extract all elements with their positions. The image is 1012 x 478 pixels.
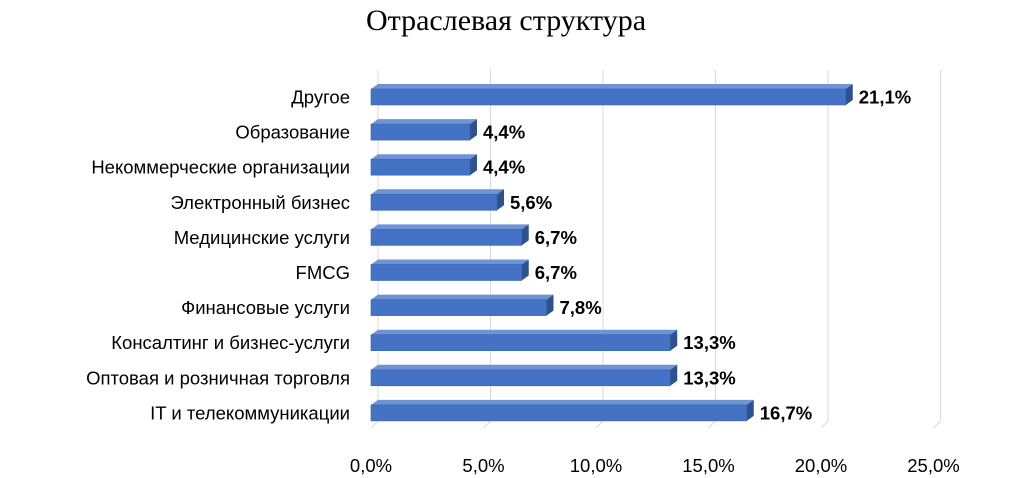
bar-top	[371, 189, 504, 195]
category-label: Финансовые услуги	[181, 297, 350, 318]
data-label: 21,1%	[859, 87, 911, 108]
gridline-floor	[933, 420, 941, 429]
category-label: IT и телекоммуникации	[150, 402, 350, 423]
gridline-floor	[595, 420, 604, 429]
x-tick-label: 15,0%	[682, 455, 734, 476]
x-tick-label: 20,0%	[795, 455, 847, 476]
bar-side	[521, 259, 529, 281]
bar-top	[371, 364, 678, 370]
category-label: Медицинские услуги	[174, 227, 350, 248]
x-tick-label: 5,0%	[462, 455, 504, 476]
bar	[370, 194, 498, 211]
bar	[370, 264, 523, 281]
x-tick-label: 0,0%	[350, 455, 392, 476]
data-label: 13,3%	[683, 332, 735, 353]
gridline-floor	[370, 420, 379, 429]
bars	[370, 84, 853, 422]
data-label: 6,7%	[535, 262, 577, 283]
category-label: Некоммерческие организации	[91, 157, 350, 178]
bar	[370, 229, 523, 246]
data-label: 4,4%	[483, 157, 525, 178]
bar-side	[546, 294, 554, 316]
x-tick-label: 25,0%	[907, 455, 959, 476]
data-label: 13,3%	[683, 367, 735, 388]
bar-top	[371, 294, 554, 300]
chart-title: Отраслевая структура	[365, 4, 647, 37]
gridline-floor	[820, 420, 829, 429]
bar-top	[371, 84, 853, 89]
category-label: FMCG	[296, 262, 350, 283]
bar-side	[470, 119, 477, 141]
category-label: Электронный бизнес	[171, 192, 351, 213]
bar-top	[371, 329, 678, 335]
data-label: 16,7%	[760, 402, 812, 423]
bar-top	[371, 224, 529, 230]
gridline-floor	[483, 420, 491, 429]
category-label: Консалтинг и бизнес-услуги	[111, 332, 350, 353]
bar-side	[497, 189, 504, 211]
bar-side	[746, 399, 754, 421]
bar-side	[670, 364, 678, 386]
labels: 0,0% 5,0% 10,0% 15,0% 20,0% 25,0% Другое 21,1% О…	[86, 87, 960, 477]
bar-top	[371, 399, 754, 405]
data-label: 6,7%	[535, 227, 577, 248]
bar-side	[845, 84, 853, 105]
bar	[370, 123, 471, 141]
gridline-floor	[708, 420, 716, 429]
bar	[370, 158, 471, 176]
data-label: 5,6%	[510, 192, 552, 213]
bar	[370, 404, 748, 422]
category-label: Другое	[291, 87, 350, 108]
bar	[370, 299, 547, 316]
bar-top	[371, 259, 529, 265]
data-label: 4,4%	[483, 122, 525, 143]
bar	[370, 334, 671, 352]
bar-side	[670, 329, 678, 351]
x-tick-label: 10,0%	[570, 455, 622, 476]
bar	[370, 88, 847, 106]
bar	[370, 369, 671, 387]
data-label: 7,8%	[560, 297, 602, 318]
bar-top	[371, 119, 477, 125]
bar-top	[371, 154, 477, 160]
category-label: Образование	[235, 122, 350, 143]
bar-side	[521, 224, 529, 246]
category-label: Оптовая и розничная торговля	[86, 367, 350, 388]
bar-side	[470, 154, 477, 176]
